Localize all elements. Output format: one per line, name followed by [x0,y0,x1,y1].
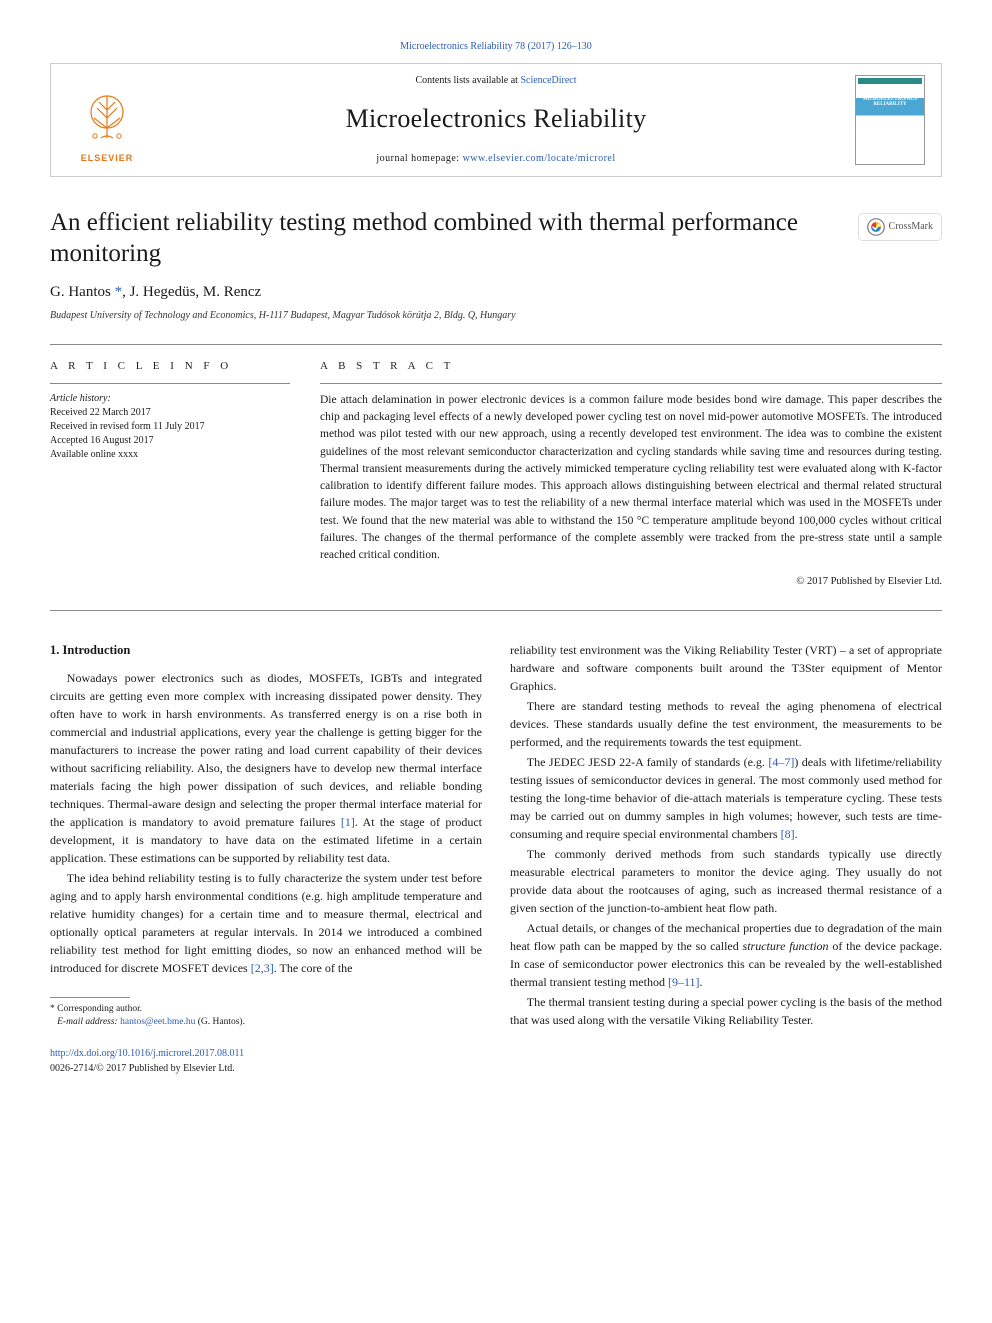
doi-link[interactable]: http://dx.doi.org/10.1016/j.microrel.201… [50,1048,244,1059]
contents-line: Contents lists available at ScienceDirec… [167,74,825,89]
publisher-logo-area: ELSEVIER [67,75,157,165]
journal-cover-thumbnail[interactable]: MICROELECTRONICSRELIABILITY [855,75,925,165]
homepage-prefix: journal homepage: [376,153,462,164]
right-column: reliability test environment was the Vik… [510,641,942,1076]
email-label: E-mail address: [57,1017,120,1027]
corresponding-author-mark[interactable]: * [111,284,122,300]
elsevier-label: ELSEVIER [81,152,134,165]
paragraph: Actual details, or changes of the mechan… [510,919,942,991]
history-accepted: Accepted 16 August 2017 [50,434,290,448]
paragraph: There are standard testing methods to re… [510,697,942,751]
paragraph: The commonly derived methods from such s… [510,845,942,917]
email-suffix: (G. Hantos). [195,1017,245,1027]
crossmark-label: CrossMark [889,220,933,235]
authors-rest: , J. Hegedüs, M. Rencz [122,284,261,300]
issn-copyright: 0026-2714/© 2017 Published by Elsevier L… [50,1063,235,1074]
top-citation-link[interactable]: Microelectronics Reliability 78 (2017) 1… [400,41,592,52]
ref-link-9-11[interactable]: [9–11] [668,975,700,989]
footnote-rule [50,997,130,998]
article-info-label: A R T I C L E I N F O [50,359,290,375]
article-info-column: A R T I C L E I N F O Article history: R… [50,359,290,590]
journal-cover-area: MICROELECTRONICSRELIABILITY [835,75,925,165]
journal-homepage: journal homepage: www.elsevier.com/locat… [167,152,825,167]
journal-name: Microelectronics Reliability [167,100,825,138]
ref-link-4-7[interactable]: [4–7] [768,755,794,769]
crossmark-badge[interactable]: CrossMark [858,213,942,241]
elsevier-tree-icon [77,90,137,150]
paragraph: The JEDEC JESD 22-A family of standards … [510,753,942,843]
left-column: 1. Introduction Nowadays power electroni… [50,641,482,1076]
history-available: Available online xxxx [50,448,290,462]
doi-block: http://dx.doi.org/10.1016/j.microrel.201… [50,1046,482,1076]
abstract-rule [320,383,942,384]
article-history: Article history: Received 22 March 2017 … [50,392,290,462]
ref-link-1[interactable]: [1] [341,815,355,829]
article-header: CrossMark An efficient reliability testi… [50,207,942,324]
abstract-label: A B S T R A C T [320,359,942,375]
footnote-corresponding: * Corresponding author. [50,1003,482,1015]
contents-prefix: Contents lists available at [415,75,520,86]
article-title: An efficient reliability testing method … [50,207,942,270]
journal-header: ELSEVIER Contents lists available at Sci… [50,63,942,178]
history-received: Received 22 March 2017 [50,406,290,420]
paragraph: reliability test environment was the Vik… [510,641,942,695]
ref-link-2-3[interactable]: [2,3] [251,961,274,975]
email-link[interactable]: hantos@eet.bme.hu [120,1017,195,1027]
paragraph: Nowadays power electronics such as diode… [50,669,482,867]
abstract-copyright: © 2017 Published by Elsevier Ltd. [320,574,942,589]
history-label: Article history: [50,392,290,406]
affiliation: Budapest University of Technology and Ec… [50,309,942,324]
info-rule [50,383,290,384]
footnote-email: E-mail address: hantos@eet.bme.hu (G. Ha… [50,1016,482,1028]
journal-header-center: Contents lists available at ScienceDirec… [157,74,835,167]
crossmark-icon [867,218,885,236]
info-abstract-block: A R T I C L E I N F O Article history: R… [50,344,942,611]
author-primary: G. Hantos [50,284,111,300]
elsevier-logo[interactable]: ELSEVIER [67,75,147,165]
cover-title: MICROELECTRONICSRELIABILITY [856,97,924,108]
cover-band [858,78,922,84]
abstract-column: A B S T R A C T Die attach delamination … [320,359,942,590]
abstract-text: Die attach delamination in power electro… [320,392,942,565]
sciencedirect-link[interactable]: ScienceDirect [520,75,576,86]
body-columns: 1. Introduction Nowadays power electroni… [50,641,942,1076]
top-citation: Microelectronics Reliability 78 (2017) 1… [50,40,942,55]
section-heading-1: 1. Introduction [50,641,482,660]
authors: G. Hantos *, J. Hegedüs, M. Rencz [50,282,942,304]
homepage-link[interactable]: www.elsevier.com/locate/microrel [463,153,616,164]
paragraph: The thermal transient testing during a s… [510,993,942,1029]
ref-link-8[interactable]: [8] [781,827,795,841]
history-revised: Received in revised form 11 July 2017 [50,420,290,434]
structure-function-term: structure function [743,939,829,953]
paragraph: The idea behind reliability testing is t… [50,869,482,977]
